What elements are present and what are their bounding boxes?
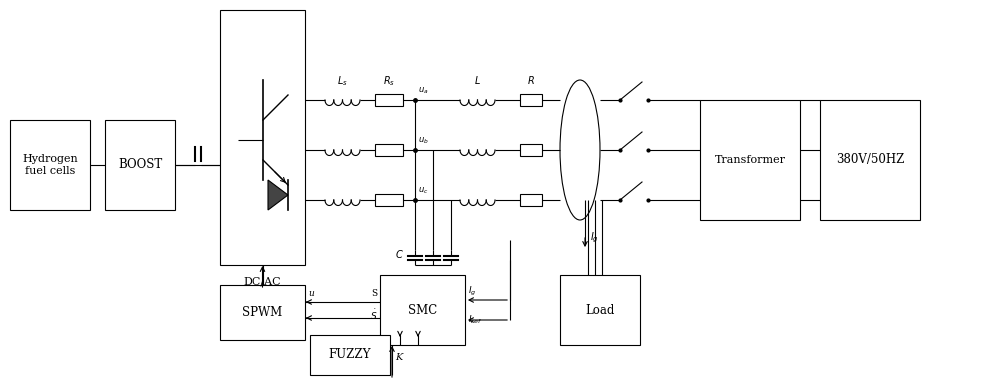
Bar	[820, 100, 920, 220]
Bar	[310, 335, 390, 375]
Text: DC/AC: DC/AC	[244, 277, 281, 287]
Bar	[520, 94, 542, 106]
Text: $L_s$: $L_s$	[337, 74, 347, 88]
Text: FUZZY: FUZZY	[329, 349, 371, 362]
Text: S: S	[371, 289, 377, 298]
Bar	[105, 120, 175, 210]
Text: $\dot{S}$: $\dot{S}$	[370, 308, 377, 322]
Text: Transformer: Transformer	[714, 155, 786, 165]
Text: $R$: $R$	[527, 74, 535, 86]
Bar	[220, 10, 305, 265]
Bar	[375, 94, 403, 106]
Bar	[560, 275, 640, 345]
Text: $u_b$: $u_b$	[418, 135, 429, 146]
Bar	[700, 100, 800, 220]
Text: $C$: $C$	[395, 248, 404, 260]
Bar	[375, 144, 403, 156]
Ellipse shape	[560, 80, 600, 220]
Bar	[520, 144, 542, 156]
Bar	[220, 285, 305, 340]
Bar	[520, 194, 542, 206]
Text: $I_g$: $I_g$	[468, 285, 476, 298]
Text: $I_g$: $I_g$	[590, 231, 599, 245]
Text: u: u	[308, 289, 314, 298]
Text: 380V/50HZ: 380V/50HZ	[836, 154, 904, 166]
Polygon shape	[268, 180, 288, 210]
Text: $L$: $L$	[474, 74, 480, 86]
Text: K: K	[395, 353, 402, 362]
Text: BOOST: BOOST	[118, 158, 162, 171]
Text: Load: Load	[585, 304, 615, 317]
Bar	[10, 120, 90, 210]
Text: SMC: SMC	[408, 304, 437, 317]
Bar	[375, 194, 403, 206]
Text: SPWM: SPWM	[242, 306, 283, 319]
Text: $u_a$: $u_a$	[418, 85, 429, 96]
Text: Hydrogen
fuel cells: Hydrogen fuel cells	[22, 154, 78, 176]
Text: $I_{ref}$: $I_{ref}$	[468, 313, 482, 325]
Bar	[380, 275, 465, 345]
Text: $u_c$: $u_c$	[418, 185, 428, 195]
Text: $R_s$: $R_s$	[383, 74, 395, 88]
